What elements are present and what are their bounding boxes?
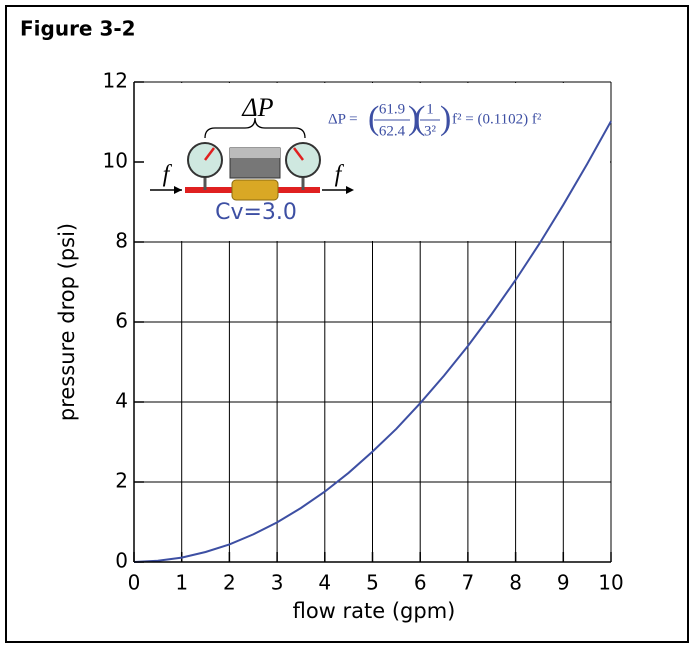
actuator-top <box>230 148 280 158</box>
y-tick-label: 0 <box>115 549 128 573</box>
x-tick-label: 5 <box>366 571 379 595</box>
formula: 1 <box>426 101 434 117</box>
valve-body <box>231 179 279 201</box>
chart-title: Figure 3-2 <box>20 17 136 41</box>
x-tick-label: 0 <box>128 571 141 595</box>
formula: ΔP = <box>328 111 358 127</box>
flow-label: f <box>335 162 345 188</box>
paren: ( <box>368 100 379 137</box>
paren: ) <box>440 100 451 137</box>
x-tick-label: 4 <box>318 571 331 595</box>
y-tick-label: 2 <box>115 469 128 493</box>
cv-label: Cv=3.0 <box>215 200 297 225</box>
paren: ) <box>408 100 419 137</box>
x-tick-label: 1 <box>175 571 188 595</box>
x-tick-label: 10 <box>598 571 623 595</box>
flow-label: f <box>163 162 173 188</box>
y-tick-label: 4 <box>115 389 128 413</box>
x-axis-label: flow rate (gpm) <box>293 599 456 623</box>
arrow-head <box>346 186 354 194</box>
x-tick-label: 6 <box>414 571 427 595</box>
x-tick-label: 9 <box>557 571 570 595</box>
arrow-head <box>174 186 182 194</box>
brace <box>204 117 306 139</box>
gauge-needle <box>293 147 304 161</box>
formula: 3² <box>424 123 437 139</box>
y-axis-label: pressure drop (psi) <box>55 223 79 421</box>
gauge-needle <box>204 147 215 161</box>
formula: 61.9 <box>379 101 405 117</box>
formula: 62.4 <box>379 123 406 139</box>
x-tick-label: 8 <box>509 571 522 595</box>
formula: f² = (0.1102) f² <box>452 111 542 127</box>
y-tick-label: 12 <box>103 69 128 93</box>
y-tick-label: 10 <box>103 149 128 173</box>
data-line <box>133 120 612 563</box>
delta-p-label: ΔP <box>241 93 273 122</box>
inset: ΔP f f Cv=3.0 ΔP = 61.9 62.4 1 3² f² = (… <box>150 93 542 225</box>
x-tick-label: 7 <box>462 571 475 595</box>
x-tick-label: 2 <box>223 571 236 595</box>
y-tick-label: 8 <box>115 229 128 253</box>
y-tick-label: 6 <box>115 309 128 333</box>
paren: ( <box>414 100 425 137</box>
x-tick-label: 3 <box>271 571 284 595</box>
